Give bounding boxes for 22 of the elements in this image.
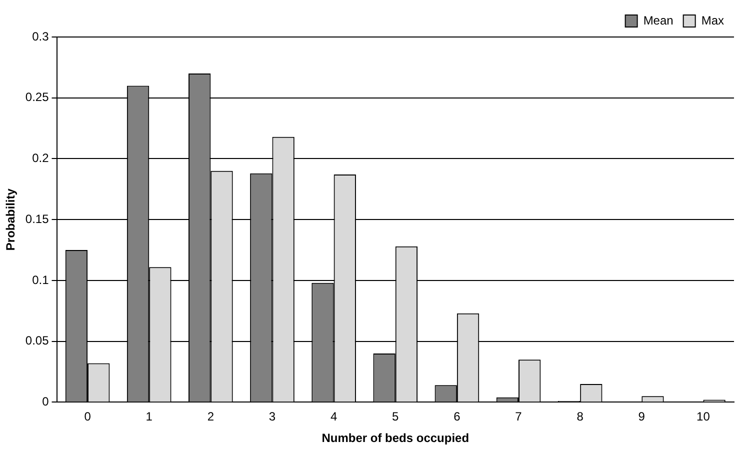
x-tick-label: 2 — [207, 410, 214, 424]
y-tick-label: 0.3 — [32, 29, 50, 44]
x-tick-label: 8 — [576, 410, 584, 424]
y-tick-label: 0.2 — [32, 151, 50, 166]
y-tick-label: 0.15 — [25, 212, 50, 226]
y-axis-title: Probability — [4, 188, 18, 251]
x-tick-label: 5 — [392, 410, 400, 424]
x-tick-label: 9 — [638, 410, 646, 424]
legend-label: Mean — [643, 13, 674, 28]
x-tick-label: 10 — [696, 410, 710, 424]
y-tick-label: 0.1 — [32, 272, 50, 287]
x-tick-label: 4 — [330, 410, 338, 424]
x-tick-label: 3 — [268, 410, 276, 424]
x-axis-title: Number of beds occupied — [322, 431, 470, 446]
x-tick-label: 7 — [515, 410, 522, 424]
legend-label: Max — [701, 13, 724, 28]
x-tick-label: 0 — [84, 410, 92, 424]
y-tick-label: 0 — [42, 394, 50, 409]
x-tick-label: 1 — [146, 410, 153, 424]
x-tick-label: 6 — [454, 410, 461, 424]
y-tick-label: 0.25 — [25, 90, 50, 104]
y-tick-label: 0.05 — [25, 334, 50, 348]
